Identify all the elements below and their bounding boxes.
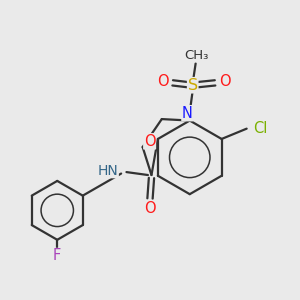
Text: O: O xyxy=(144,200,156,215)
Text: O: O xyxy=(157,74,169,89)
Text: F: F xyxy=(53,248,61,263)
Text: S: S xyxy=(188,78,198,93)
Text: N: N xyxy=(182,106,193,121)
Text: Cl: Cl xyxy=(253,121,268,136)
Text: O: O xyxy=(144,134,155,149)
Text: HN: HN xyxy=(98,164,118,178)
Text: CH₃: CH₃ xyxy=(184,49,208,62)
Text: O: O xyxy=(219,74,231,89)
